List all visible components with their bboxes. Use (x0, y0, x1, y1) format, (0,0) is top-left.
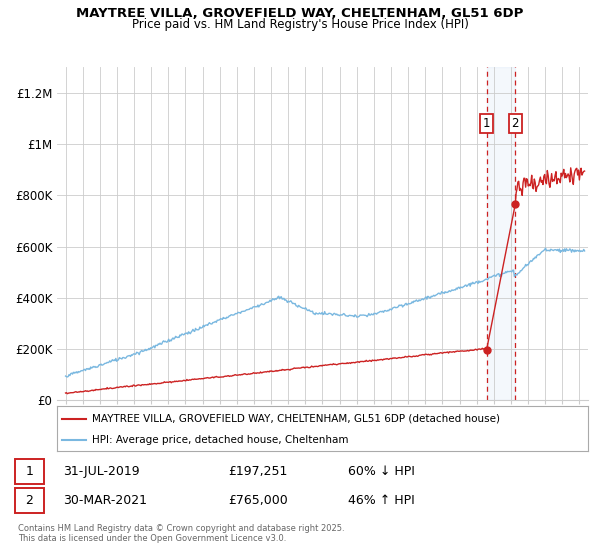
Text: £197,251: £197,251 (228, 465, 287, 478)
Text: MAYTREE VILLA, GROVEFIELD WAY, CHELTENHAM, GL51 6DP (detached house): MAYTREE VILLA, GROVEFIELD WAY, CHELTENHA… (92, 413, 500, 423)
Text: 30-MAR-2021: 30-MAR-2021 (63, 494, 147, 507)
Text: £765,000: £765,000 (228, 494, 288, 507)
Bar (15, 459, 44, 484)
Text: 31-JUL-2019: 31-JUL-2019 (63, 465, 140, 478)
Text: 60% ↓ HPI: 60% ↓ HPI (348, 465, 415, 478)
Text: 46% ↑ HPI: 46% ↑ HPI (348, 494, 415, 507)
Text: HPI: Average price, detached house, Cheltenham: HPI: Average price, detached house, Chel… (92, 435, 348, 445)
Text: Price paid vs. HM Land Registry's House Price Index (HPI): Price paid vs. HM Land Registry's House … (131, 18, 469, 31)
Bar (15, 488, 44, 513)
Text: 1: 1 (483, 117, 490, 130)
Text: MAYTREE VILLA, GROVEFIELD WAY, CHELTENHAM, GL51 6DP: MAYTREE VILLA, GROVEFIELD WAY, CHELTENHA… (76, 7, 524, 20)
Text: 2: 2 (511, 117, 519, 130)
Text: Contains HM Land Registry data © Crown copyright and database right 2025.
This d: Contains HM Land Registry data © Crown c… (18, 524, 344, 543)
Text: 1: 1 (25, 465, 34, 478)
Bar (487, 67, 515, 400)
Text: 2: 2 (25, 494, 34, 507)
